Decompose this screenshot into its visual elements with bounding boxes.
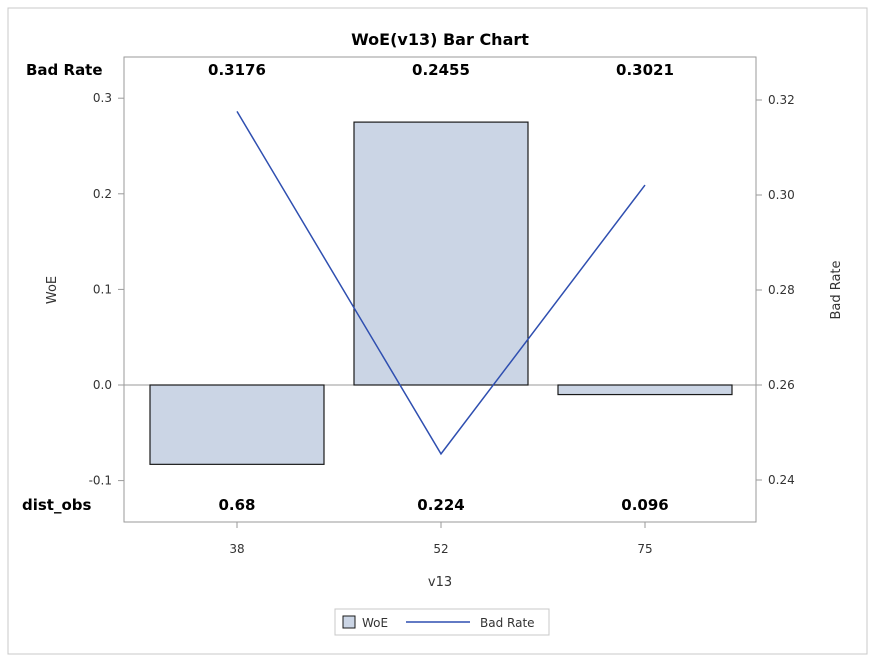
y-axis-right: 0.24 0.26 0.28 0.30 0.32 [756, 93, 795, 487]
y-tick-label: 0.1 [93, 282, 112, 296]
x-tick-label: 38 [229, 542, 244, 556]
y2-tick-label: 0.32 [768, 93, 795, 107]
y-tick-label: 0.2 [93, 187, 112, 201]
legend: WoE Bad Rate [334, 608, 550, 636]
bad-rate-line [236, 111, 646, 456]
y-axis-title: WoE [45, 276, 60, 304]
top-row-value: 0.3176 [208, 61, 266, 79]
y-tick-label: 0.3 [93, 91, 112, 105]
bottom-row-value: 0.68 [218, 496, 255, 514]
x-tick-label: 52 [433, 542, 448, 556]
legend-woe-swatch [342, 615, 356, 629]
bottom-row-value: 0.096 [621, 496, 668, 514]
y2-axis-title: Bad Rate [829, 260, 844, 319]
x-tick-label: 75 [637, 542, 652, 556]
bottom-row-label: dist_obs [22, 496, 92, 514]
legend-woe-label: WoE [362, 616, 388, 630]
bar-75 [557, 384, 733, 396]
top-row-value: 0.3021 [616, 61, 674, 79]
bar-52 [353, 121, 529, 386]
y-axis-left: -0.1 0.0 0.1 0.2 0.3 [89, 91, 124, 488]
y2-tick-label: 0.30 [768, 188, 795, 202]
y-tick-label: -0.1 [89, 474, 112, 488]
x-axis-title: v13 [428, 575, 452, 590]
line-layer [236, 111, 646, 456]
top-row-value: 0.2455 [412, 61, 470, 79]
bottom-row-values: 0.68 0.224 0.096 [218, 496, 668, 514]
legend-badrate-label: Bad Rate [480, 616, 535, 630]
y-tick-label: 0.0 [93, 378, 112, 392]
chart-title: WoE(v13) Bar Chart [351, 30, 529, 49]
x-axis: 38 52 75 [229, 522, 653, 556]
bars-layer [149, 121, 733, 465]
top-row-label: Bad Rate [26, 61, 103, 79]
y2-tick-label: 0.26 [768, 378, 795, 392]
top-row-values: 0.3176 0.2455 0.3021 [208, 61, 674, 79]
bottom-row-value: 0.224 [417, 496, 464, 514]
y2-tick-label: 0.24 [768, 473, 795, 487]
bar-38 [149, 384, 325, 465]
y2-tick-label: 0.28 [768, 283, 795, 297]
